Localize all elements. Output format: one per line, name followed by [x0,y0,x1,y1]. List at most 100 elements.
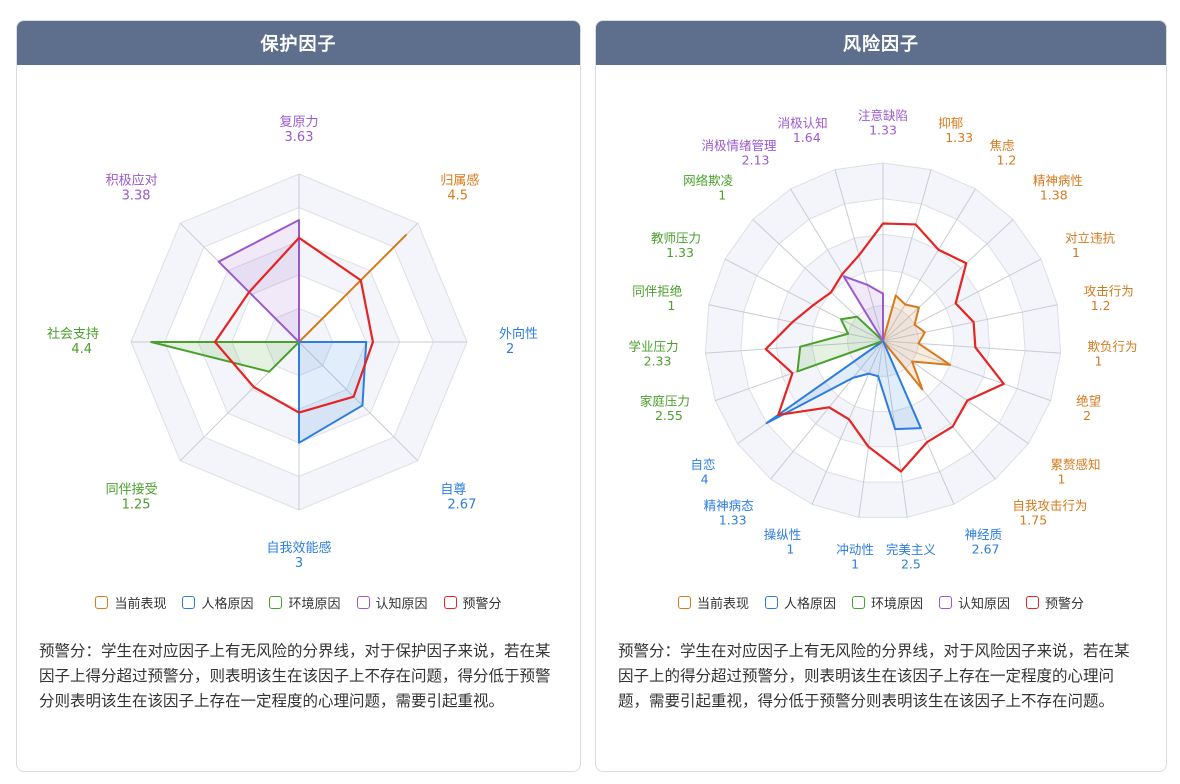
axis-value-label: 1.33 [869,123,897,138]
radar-spoke [298,341,419,462]
radar-spoke [724,258,884,342]
axis-value-label: 2 [506,342,514,357]
axis-label: 教师压力 [651,231,701,246]
legend-swatch [95,596,109,609]
axis-value-label: 1.64 [793,130,821,145]
legend-item-cognition[interactable]: 认知原因 [356,593,428,612]
series-area-环境原因 [150,341,300,373]
legend-swatch [182,596,196,609]
legend-item-warning[interactable]: 预警分 [443,593,502,612]
axis-value-label: 2.33 [644,353,672,368]
chart-legend: 当前表现 人格原因 环境原因 认知原因 预警分 [596,593,1166,612]
axis-value-label: 1 [1095,353,1103,368]
axis-label: 神经质 [965,527,1003,542]
warning-score-note: 预警分：学生在对应因子上有无风险的分界线，对于风险因子来说，若在某因子上的得分超… [618,642,1130,710]
legend-item-cognition[interactable]: 认知原因 [939,593,1010,612]
axis-label: 冲动性 [836,542,874,557]
axis-label: 对立违抗 [1065,231,1116,246]
axis-value-label: 2.67 [972,542,1000,557]
radar-spoke [708,304,884,342]
legend-label: 预警分 [1045,597,1085,612]
axis-value-label: 2 [1083,408,1091,423]
legend-swatch [677,596,691,609]
risk-factor-panel: 风险因子 注意缺陷 1.33 抑郁 1.33 焦虑 1.2 精神病性 1.38 对立违抗 1 攻击行… [595,20,1167,772]
axis-value-label: 1.75 [1019,513,1047,528]
axis-value-label: 3 [295,556,303,571]
axis-label: 家庭压力 [640,394,690,409]
axis-label: 积极应对 [106,173,158,189]
axis-label: 焦虑 [990,138,1016,153]
axis-label: 外向性 [499,326,538,342]
axis-label: 自恋 [691,457,716,472]
axis-value-label: 1.2 [997,152,1017,167]
legend-label: 预警分 [462,597,502,612]
axis-value-label: 1.25 [122,497,151,512]
axis-value-label: 1.33 [945,130,973,145]
axis-label: 抑郁 [938,116,963,131]
axis-label: 攻击行为 [1084,283,1134,298]
axis-value-label: 1 [786,542,794,557]
legend-label: 当前表现 [696,597,749,612]
legend-label: 人格原因 [783,597,836,612]
radar-spoke [882,304,1058,342]
axis-label: 同伴拒绝 [632,283,682,298]
legend-swatch [851,596,865,609]
radar-spoke [882,188,976,342]
protect-factor-panel: 保护因子 复原力 3.63 归属感 4.5 外向性 2 自尊 2.67 自我效能感 3 同伴接受 1.… [16,20,581,772]
series-area-人格原因 [298,341,368,444]
radar-spoke [882,219,1014,342]
axis-label: 消极认知 [778,116,828,131]
legend-item-current[interactable]: 当前表现 [95,593,166,612]
legend-label: 环境原因 [288,597,341,612]
chart-legend: 当前表现 人格原因 环境原因 认知原因 预警分 [17,593,580,612]
radar-spoke [882,340,1051,402]
legend-item-environment[interactable]: 环境原因 [851,593,923,612]
legend-item-personality[interactable]: 人格原因 [764,593,836,612]
legend-swatch [1026,596,1040,609]
axis-value-label: 1 [1057,472,1065,487]
legend-item-warning[interactable]: 预警分 [1026,593,1084,612]
radar-spoke [882,258,1042,342]
radar-spoke [882,340,1029,445]
radar-spoke [882,340,1061,354]
axis-value-label: 1 [851,557,859,572]
legend-label: 环境原因 [870,597,923,612]
axis-value-label: 1 [1072,245,1080,260]
panel-title: 保护因子 [17,21,580,65]
legend-item-current[interactable]: 当前表现 [677,593,749,612]
legend-item-personality[interactable]: 人格原因 [182,593,253,612]
legend-swatch [443,596,457,609]
axis-label: 绝望 [1076,394,1101,409]
axis-label: 自我效能感 [266,540,331,556]
axis-value-label: 1.33 [666,245,694,260]
axis-value-label: 1 [718,188,726,203]
axis-label: 网络欺凌 [683,173,734,188]
axis-value-label: 1.33 [719,513,747,528]
axis-value-label: 1.2 [1091,298,1111,313]
series-area-环境原因 [796,315,884,373]
panel-title: 风险因子 [596,21,1166,65]
axis-value-label: 1 [667,298,675,313]
axis-label: 同伴接受 [106,481,158,497]
axis-label: 复原力 [279,115,318,130]
axis-label: 学业压力 [628,339,678,354]
legend-label: 当前表现 [114,597,167,612]
axis-value-label: 3.63 [285,130,314,145]
legend-label: 人格原因 [201,597,254,612]
legend-item-environment[interactable]: 环境原因 [269,593,341,612]
radar-spoke [705,340,884,354]
radar-spoke [811,340,884,505]
axis-label: 精神病态 [704,498,754,513]
axis-label: 社会支持 [47,326,99,342]
axis-label: 累赘感知 [1050,457,1100,472]
axis-label: 消极情绪管理 [701,138,777,153]
legend-swatch [269,596,283,609]
axis-label: 归属感 [440,173,479,189]
warning-score-line [213,236,375,414]
axis-value-label: 2.13 [742,152,770,167]
axis-label: 操纵性 [764,527,802,542]
axis-value-label: 4.5 [447,189,468,204]
axis-value-label: 1.38 [1040,188,1068,203]
axis-value-label: 2.55 [655,408,683,423]
